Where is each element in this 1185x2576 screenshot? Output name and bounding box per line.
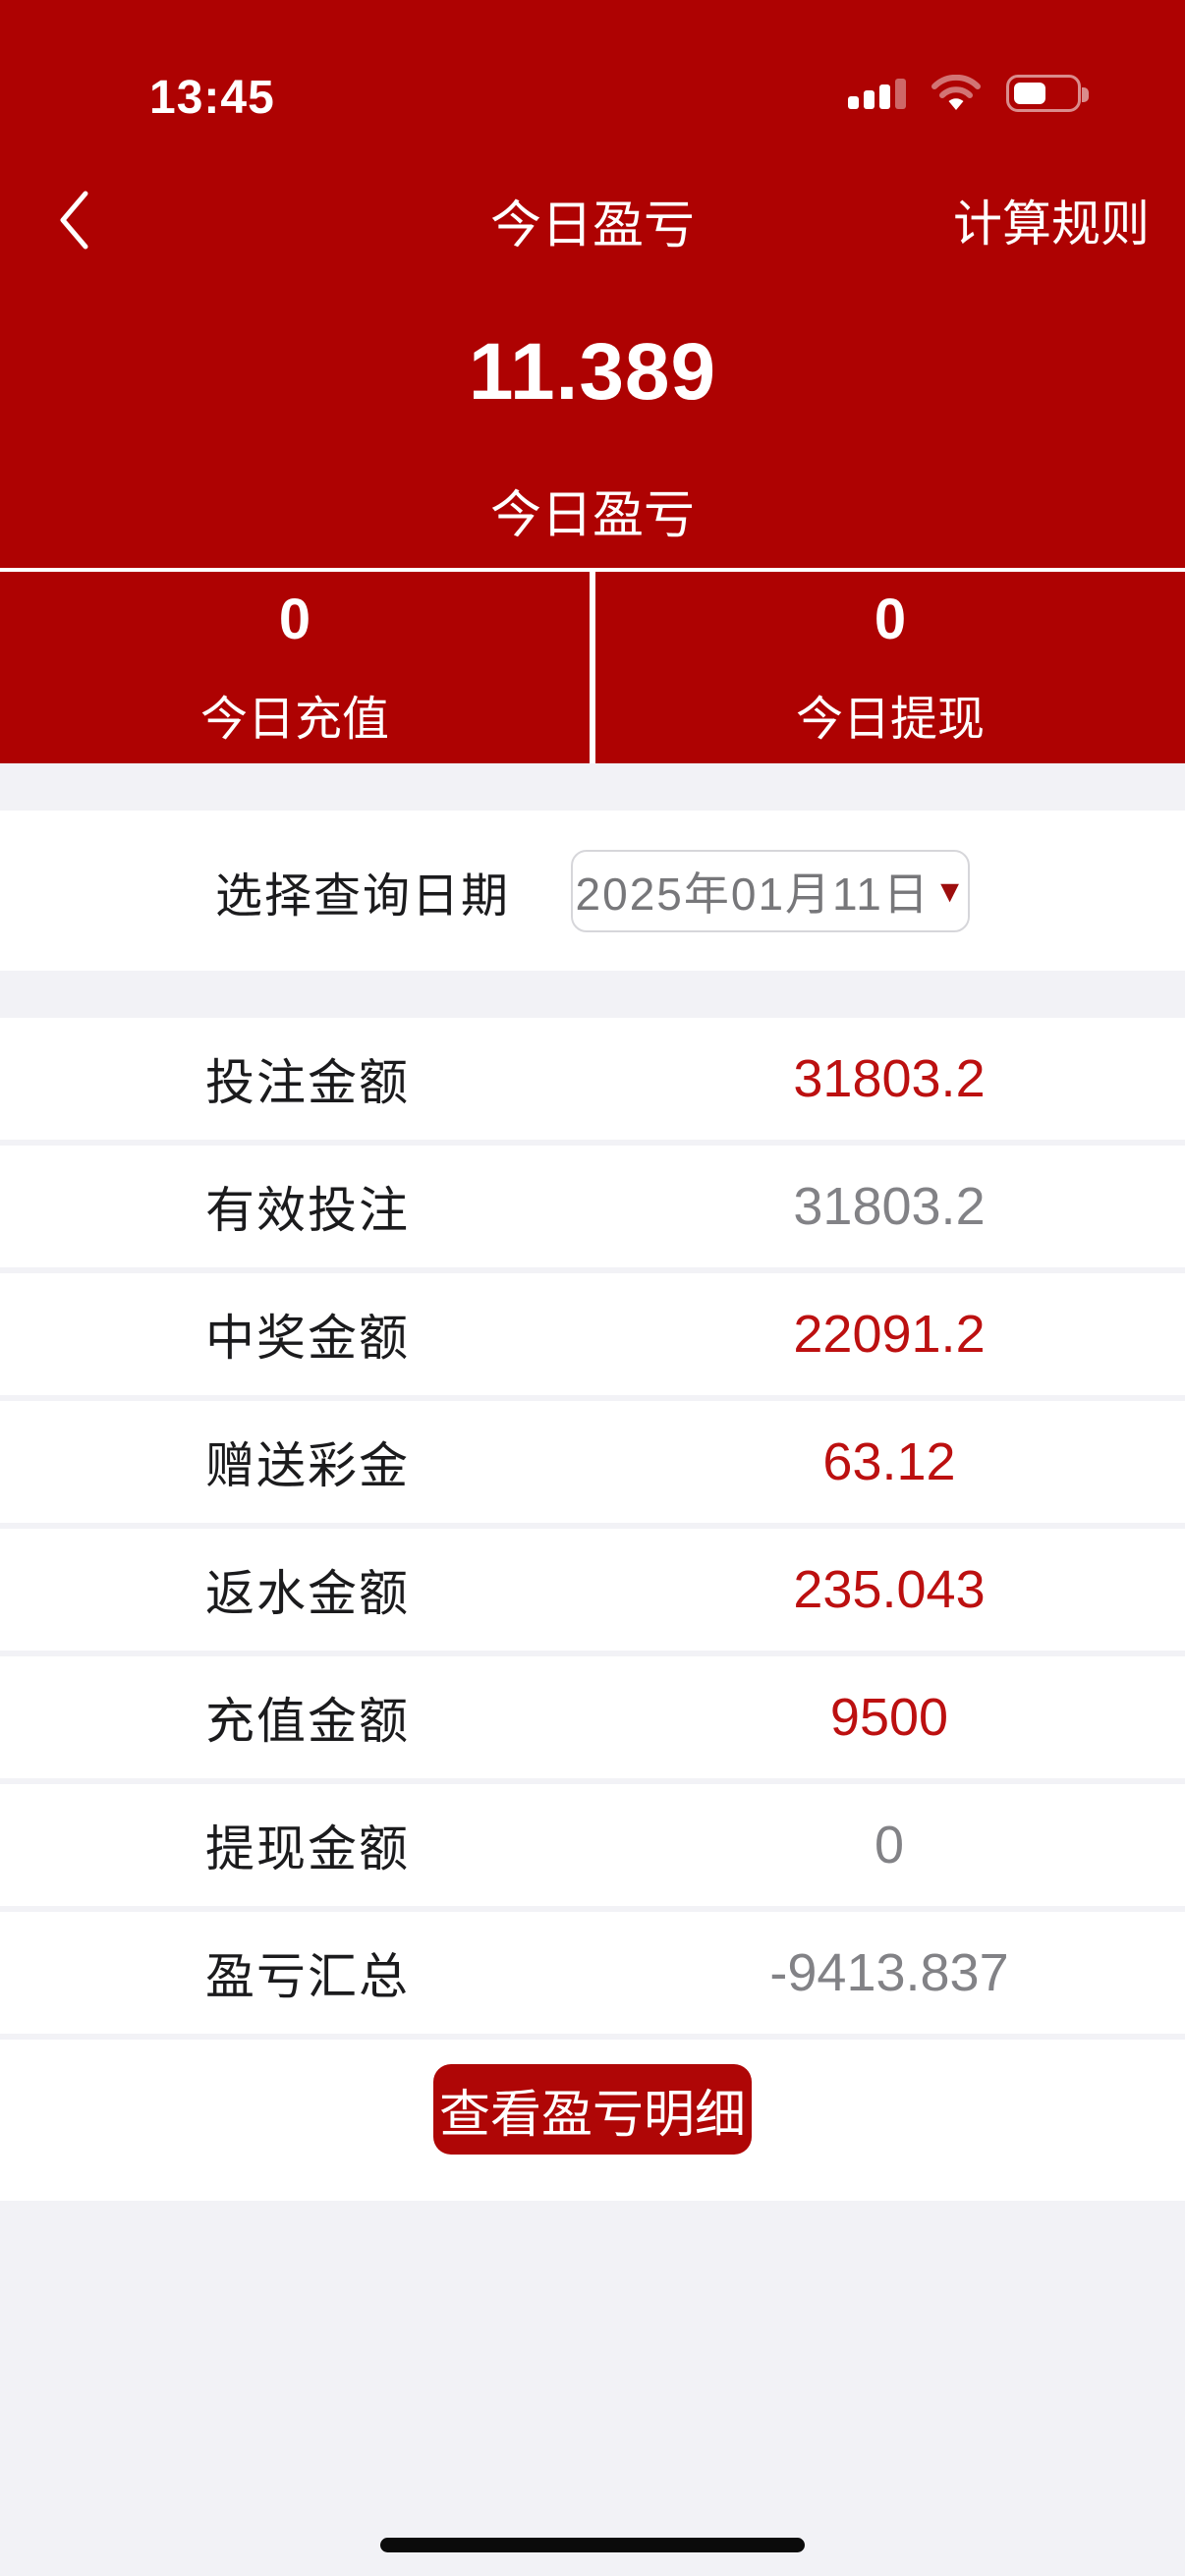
- view-pnl-detail-button[interactable]: 查看盈亏明细: [433, 2064, 752, 2155]
- today-stats: 0 今日充值 0 今日提现: [0, 572, 1185, 763]
- today-deposit-label: 今日充值: [199, 694, 389, 746]
- row-label: 提现金额: [205, 1821, 410, 1876]
- row-bet-amount: 投注金额 31803.2: [0, 1018, 1185, 1140]
- battery-icon: [1006, 75, 1089, 112]
- chevron-left-icon: [60, 191, 88, 250]
- date-select[interactable]: 2025年01月11日 ▼: [571, 849, 970, 932]
- row-label: 赠送彩金: [205, 1438, 410, 1493]
- row-value: 22091.2: [793, 1305, 986, 1364]
- today-deposit-value: 0: [278, 588, 311, 651]
- row-winnings: 中奖金额 22091.2: [0, 1273, 1185, 1395]
- row-bonus: 赠送彩金 63.12: [0, 1401, 1185, 1523]
- date-query-label: 选择查询日期: [214, 869, 510, 923]
- hero-header: 13:45 今日盈亏: [0, 0, 1185, 568]
- row-value: 31803.2: [793, 1177, 986, 1236]
- row-label: 投注金额: [205, 1055, 410, 1110]
- today-withdraw-value: 0: [874, 588, 907, 651]
- row-pnl-total: 盈亏汇总 -9413.837: [0, 1912, 1185, 2034]
- calc-rules-link[interactable]: 计算规则: [953, 196, 1150, 252]
- home-indicator[interactable]: [380, 2538, 805, 2552]
- hero-divider: [0, 568, 1185, 572]
- status-icons: [848, 75, 1089, 112]
- row-deposit-amount: 充值金额 9500: [0, 1656, 1185, 1778]
- today-pnl-amount: 11.389: [468, 327, 717, 417]
- row-withdraw-amount: 提现金额 0: [0, 1784, 1185, 1906]
- today-pnl-caption: 今日盈亏: [489, 487, 695, 544]
- date-query-section: 选择查询日期 2025年01月11日 ▼: [0, 811, 1185, 971]
- cellular-signal-icon: [848, 78, 906, 109]
- row-label: 充值金额: [205, 1694, 410, 1749]
- wifi-icon: [931, 75, 981, 110]
- row-value: 31803.2: [793, 1049, 986, 1108]
- row-value: 63.12: [822, 1432, 956, 1491]
- page-title: 今日盈亏: [489, 196, 695, 254]
- nav-bar: 今日盈亏 计算规则: [0, 183, 1185, 257]
- section-gap: [0, 971, 1185, 1018]
- action-section: 查看盈亏明细: [0, 2040, 1185, 2201]
- row-value: 0: [874, 1816, 905, 1875]
- row-label: 有效投注: [205, 1183, 410, 1238]
- today-withdraw-cell[interactable]: 0 今日提现: [595, 572, 1185, 763]
- caret-down-icon: ▼: [933, 872, 966, 909]
- today-withdraw-label: 今日提现: [795, 694, 985, 746]
- stats-divider: [590, 572, 595, 763]
- row-label: 中奖金额: [205, 1311, 410, 1366]
- row-valid-bet: 有效投注 31803.2: [0, 1146, 1185, 1267]
- row-value: -9413.837: [769, 1943, 1009, 2002]
- back-button[interactable]: [57, 183, 136, 257]
- summary-list: 投注金额 31803.2 有效投注 31803.2 中奖金额 22091.2 赠…: [0, 1018, 1185, 2040]
- status-bar: 13:45: [0, 71, 1185, 124]
- row-value: 9500: [829, 1688, 949, 1747]
- today-deposit-cell[interactable]: 0 今日充值: [0, 572, 590, 763]
- row-value: 235.043: [793, 1560, 986, 1619]
- clock: 13:45: [149, 72, 275, 124]
- row-label: 返水金额: [205, 1566, 410, 1621]
- date-select-value: 2025年01月11日: [575, 868, 931, 920]
- row-rebate: 返水金额 235.043: [0, 1529, 1185, 1651]
- bottom-spacer: [0, 2201, 1185, 2576]
- section-gap: [0, 763, 1185, 811]
- row-label: 盈亏汇总: [205, 1949, 410, 2004]
